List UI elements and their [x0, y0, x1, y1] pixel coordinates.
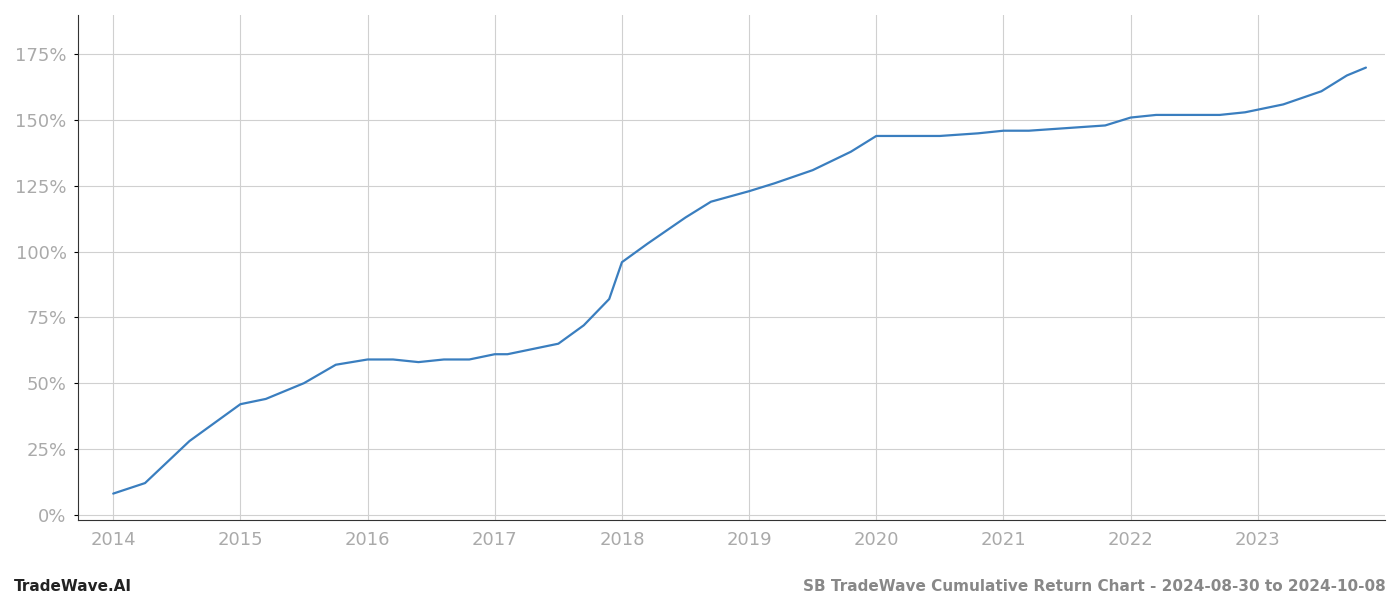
- Text: SB TradeWave Cumulative Return Chart - 2024-08-30 to 2024-10-08: SB TradeWave Cumulative Return Chart - 2…: [804, 579, 1386, 594]
- Text: TradeWave.AI: TradeWave.AI: [14, 579, 132, 594]
